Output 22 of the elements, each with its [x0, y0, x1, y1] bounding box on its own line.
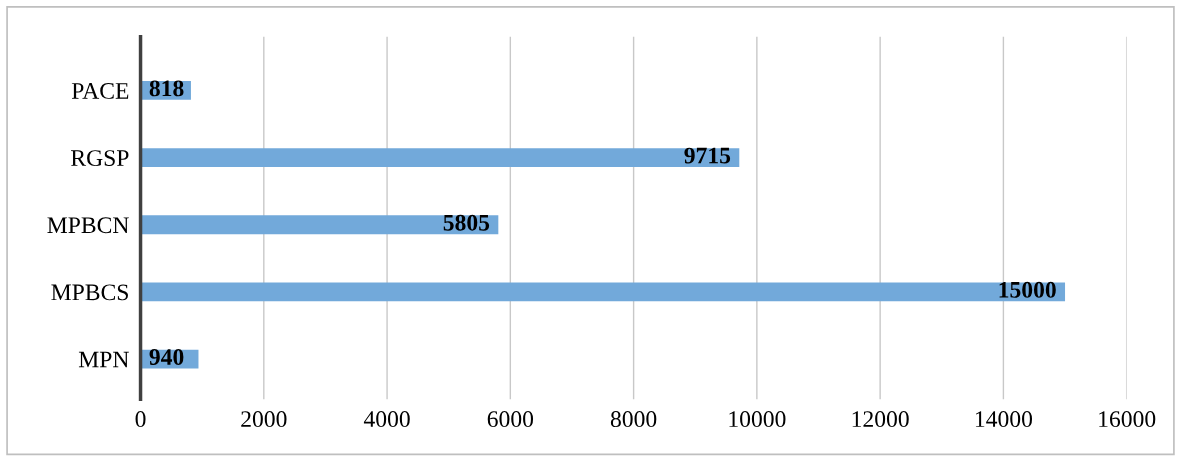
- x-tick-label: 6000: [487, 411, 534, 428]
- x-tick-label: 2000: [241, 411, 287, 428]
- bar: [140, 282, 1066, 302]
- y-tick-label: MPBCS: [51, 284, 128, 301]
- bar: [140, 148, 740, 167]
- y-tick-label: MPN: [78, 351, 129, 368]
- y-tick-label: MPBCN: [47, 217, 129, 234]
- x-tick-label: 16000: [1099, 411, 1156, 428]
- x-tick-label: 14000: [975, 411, 1033, 428]
- data-label: 940: [149, 349, 184, 365]
- x-tick-label: 10000: [729, 411, 786, 428]
- y-tick-label: PACE: [71, 83, 129, 99]
- bar: [140, 215, 499, 235]
- x-tick-label: 8000: [610, 411, 657, 428]
- x-tick-label: 12000: [852, 411, 909, 428]
- data-label: 9715: [684, 147, 731, 164]
- x-tick-label: 4000: [363, 411, 410, 428]
- data-label: 15000: [999, 281, 1056, 298]
- data-label: 818: [149, 80, 184, 97]
- x-tick-label: 0: [135, 411, 146, 428]
- y-tick-label: RGSP: [71, 150, 129, 167]
- data-label: 5805: [443, 214, 490, 231]
